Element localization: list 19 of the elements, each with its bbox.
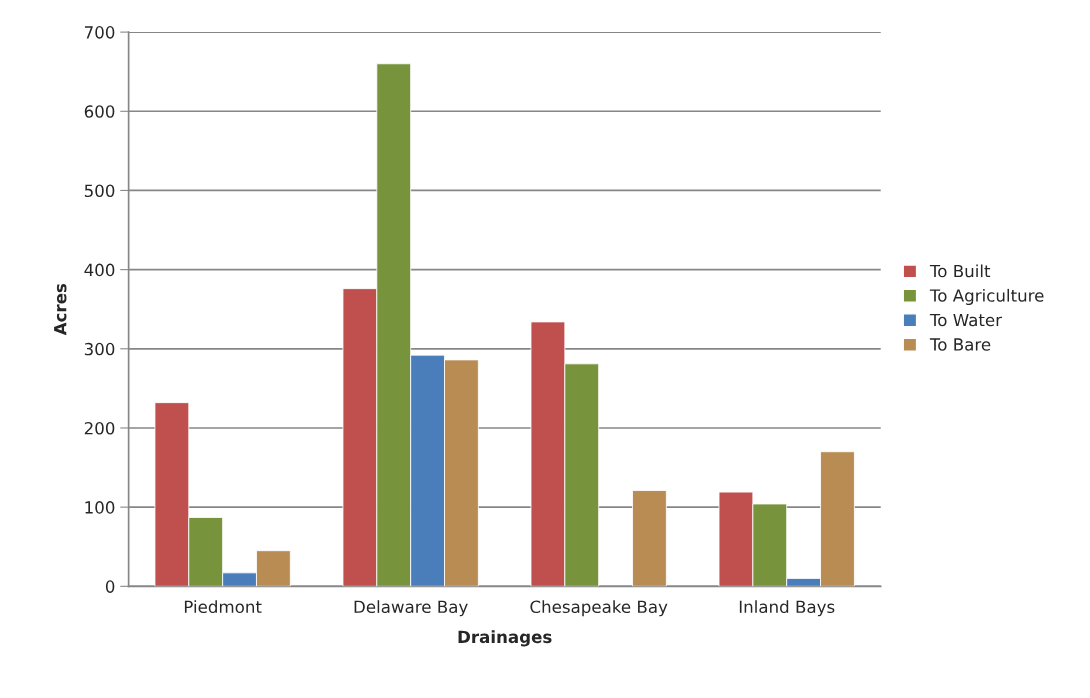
- y-tick-label: 400: [84, 263, 115, 277]
- legend-label: To Agriculture: [929, 288, 1044, 306]
- bar: [632, 490, 667, 587]
- legend-label: To Bare: [929, 338, 991, 351]
- y-tick-label: 300: [84, 342, 115, 356]
- x-tick-label: Inland Bays: [739, 600, 835, 617]
- x-tick-label: Piedmont: [184, 600, 262, 614]
- y-tick-label: 500: [84, 184, 115, 198]
- x-tick-label: Delaware Bay: [354, 600, 468, 617]
- legend-label: To Water: [929, 313, 1003, 327]
- y-tick-label: 700: [84, 26, 115, 39]
- y-tick-label: 100: [85, 501, 115, 514]
- x-tick-label: Chesapeake Bay: [530, 600, 668, 617]
- y-axis-title: Acres: [54, 283, 67, 336]
- y-tick-label: 200: [84, 421, 115, 435]
- x-axis-title: Drainages: [458, 630, 552, 647]
- legend-label: To Built: [929, 264, 991, 278]
- y-tick-label: 0: [105, 580, 115, 593]
- y-tick-label: 600: [84, 105, 115, 118]
